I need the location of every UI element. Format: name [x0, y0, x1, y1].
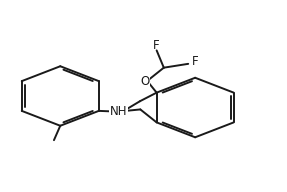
Text: F: F: [192, 55, 199, 68]
Text: O: O: [141, 75, 150, 88]
Text: F: F: [153, 39, 160, 52]
Text: NH: NH: [110, 105, 127, 118]
